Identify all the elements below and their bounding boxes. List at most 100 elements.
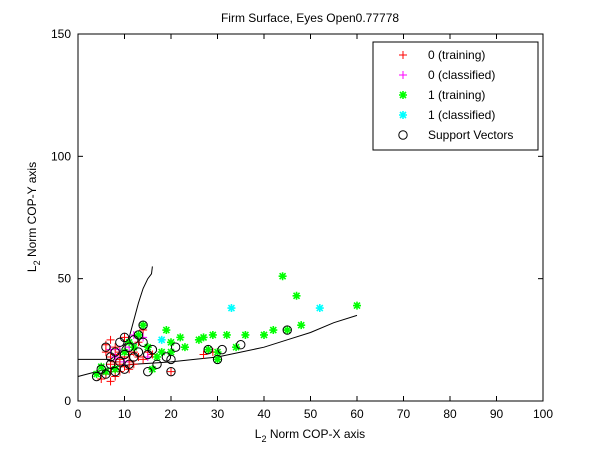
1-training-point	[176, 333, 185, 342]
legend-marker	[398, 130, 408, 140]
support-vectors-point	[119, 332, 130, 343]
y-axis-label-base: L	[25, 265, 39, 272]
1-training-point	[222, 330, 231, 339]
1-training-point	[139, 321, 148, 330]
support-vectors-point	[129, 335, 139, 345]
1-training-point	[278, 272, 287, 281]
support-vectors-point	[105, 352, 116, 362]
1-training-point	[148, 365, 157, 374]
y-tick-label: 150	[51, 27, 71, 41]
support-vectors-point	[236, 340, 246, 350]
support-vectors-point	[101, 369, 111, 379]
0-training-point	[199, 350, 208, 359]
y-axis-label-subscript: 2	[32, 260, 42, 265]
x-axis-label-subscript: 2	[261, 434, 266, 444]
support-vectors-point	[166, 366, 176, 377]
1-training-point	[134, 330, 143, 339]
chart-title: Firm Surface, Eyes Open0.77778	[221, 11, 399, 25]
support-vectors-point	[96, 364, 106, 374]
1-training-point	[111, 365, 120, 374]
x-tick-label: 30	[211, 407, 225, 421]
support-vectors-point	[129, 352, 139, 362]
support-vectors-point	[110, 366, 120, 377]
1-training-point	[269, 326, 278, 335]
support-vectors-point	[170, 342, 181, 352]
support-vectors-point	[115, 357, 125, 367]
support-vectors-point	[124, 342, 134, 352]
legend: 0 (training) 0 (classified) 1 (training) 1 …	[372, 41, 539, 151]
support-vectors-point	[143, 366, 153, 377]
1-training-point	[194, 335, 203, 344]
support-vectors-point	[143, 349, 153, 360]
legend-marker	[399, 91, 407, 99]
1-training-point	[157, 348, 166, 357]
x-axis-label-base: L	[255, 427, 262, 441]
support-vectors-point	[161, 352, 172, 362]
legend-box	[372, 41, 539, 151]
x-tick-label: 80	[443, 407, 457, 421]
x-tick-label: 40	[257, 407, 271, 421]
0-classified-point	[143, 352, 152, 361]
1-classified-point	[227, 304, 236, 313]
1-training-point	[213, 348, 222, 357]
0-training-point	[139, 355, 148, 364]
1-training-point	[292, 291, 301, 300]
support-vectors-point	[101, 342, 111, 352]
1-training-point	[241, 330, 250, 339]
x-tick-label: 70	[397, 407, 411, 421]
1-training-point	[101, 367, 110, 376]
support-vectors-point	[133, 330, 144, 340]
1-training-point	[92, 370, 101, 379]
1-training-point	[260, 330, 268, 339]
0-training-point	[115, 355, 124, 364]
y-tick-label: 50	[58, 272, 72, 286]
legend-label: 1 (training)	[428, 88, 485, 102]
1-training-point	[120, 348, 129, 357]
support-vectors-point	[91, 371, 102, 382]
0-training-point	[120, 333, 129, 342]
1-training-point	[283, 326, 292, 335]
support-vectors-point	[119, 364, 130, 374]
legend-label: 0 (training)	[428, 48, 485, 62]
legend-label: 1 (classified)	[428, 108, 495, 122]
1-training-point	[167, 338, 175, 347]
0-training-point	[101, 348, 110, 357]
legend-marker	[399, 51, 407, 59]
1-training-point	[97, 362, 106, 371]
legend-marker	[399, 111, 407, 119]
support-vectors-point	[119, 349, 130, 360]
y-axis-label: L2 Norm COP-Y axis	[25, 162, 42, 272]
support-vectors-point	[124, 359, 134, 369]
x-axis-label-text: Norm COP-X axis	[267, 427, 366, 441]
support-vectors-point	[138, 337, 148, 347]
legend-label: 0 (classified)	[428, 68, 495, 82]
boundary-curve	[78, 266, 153, 360]
0-training-point	[106, 377, 115, 386]
support-vectors-point	[110, 347, 120, 357]
1-training-point	[162, 326, 171, 335]
legend-label: Support Vectors	[428, 128, 513, 142]
support-vectors-point	[133, 347, 144, 357]
y-tick-label: 0	[64, 394, 71, 408]
x-tick-label: 0	[75, 407, 82, 421]
x-axis-label: L2 Norm COP-X axis	[255, 427, 365, 444]
1-training-point	[153, 352, 162, 361]
1-classified-point	[157, 335, 166, 344]
1-training-point	[143, 343, 152, 352]
support-vectors-point	[147, 344, 158, 355]
1-training-point	[232, 343, 241, 352]
x-tick-label: 50	[304, 407, 318, 421]
support-vectors-point	[152, 359, 162, 369]
1-training-point	[167, 348, 175, 357]
support-vectors-point	[282, 325, 292, 335]
0-training-point	[167, 367, 175, 376]
support-vectors-point	[212, 354, 223, 365]
support-vectors-point	[105, 359, 116, 369]
1-training-point	[353, 301, 361, 310]
support-vectors-point	[166, 354, 176, 365]
x-tick-label: 60	[350, 407, 364, 421]
axis-ticks: 0 10 20 30 40 50 60 70 80 90 100 0 50 100 150	[51, 27, 553, 421]
x-tick-label: 90	[490, 407, 504, 421]
support-vectors-point	[138, 320, 148, 330]
